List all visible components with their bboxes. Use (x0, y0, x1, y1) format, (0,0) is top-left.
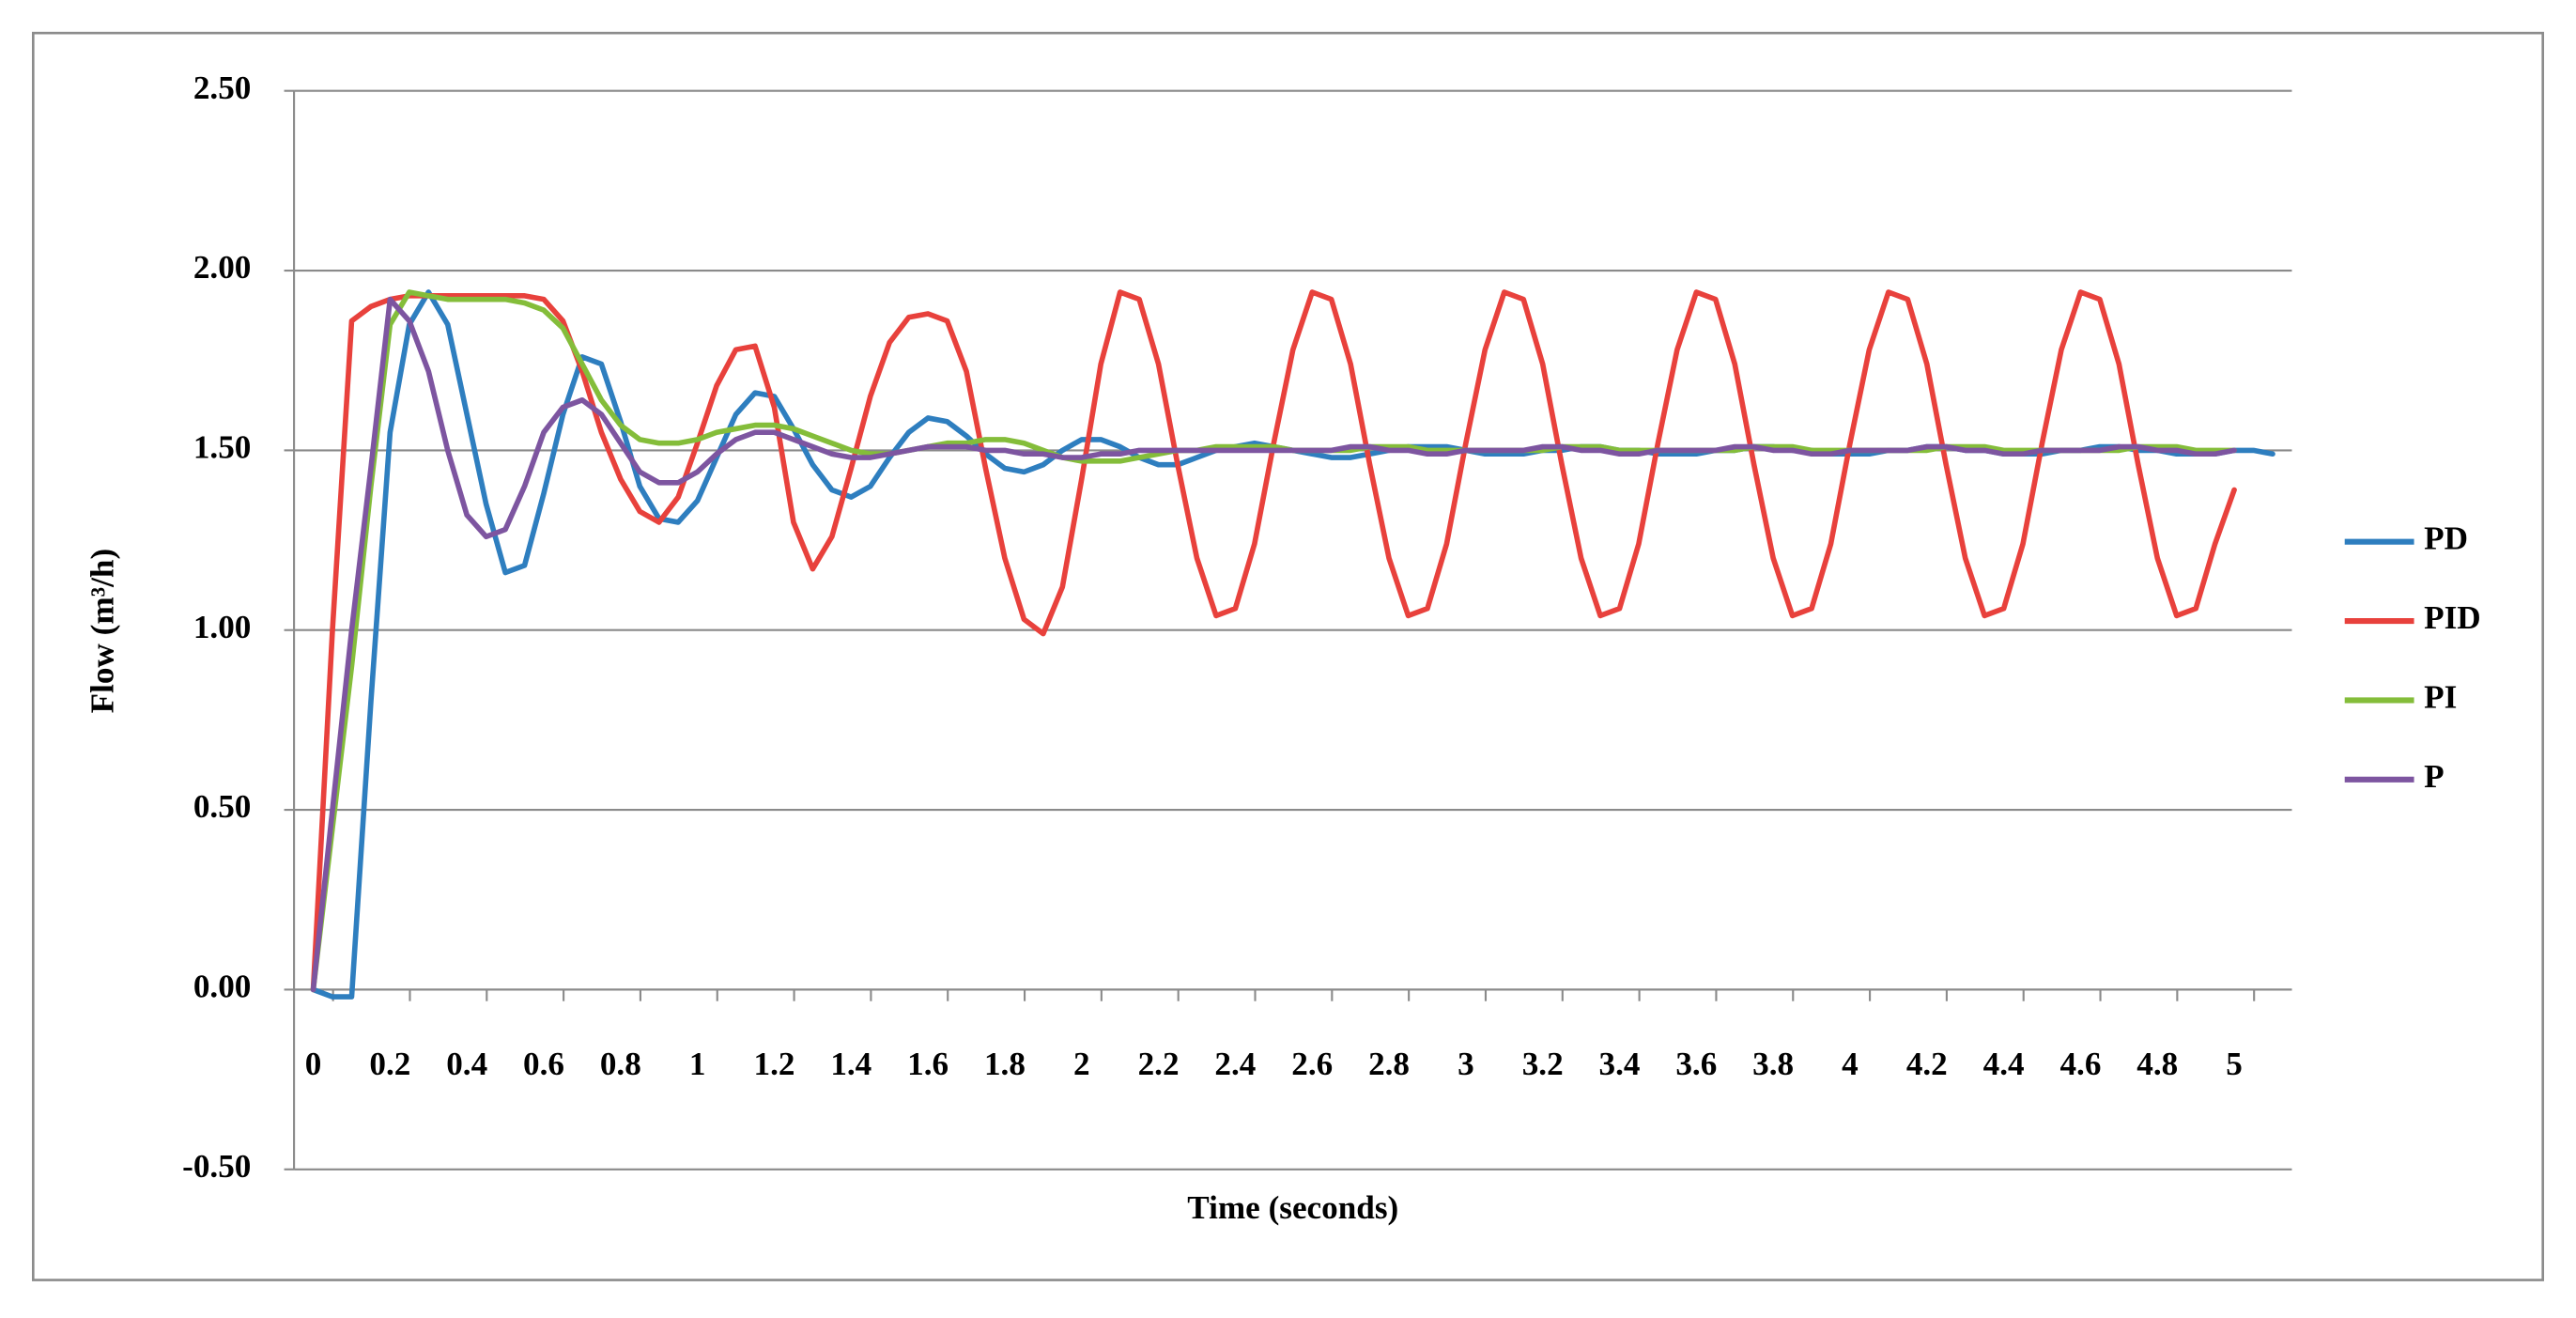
x-tick-label: 0.2 (369, 1046, 410, 1082)
x-tick-label: 1.8 (984, 1046, 1026, 1082)
x-tick-label: 1.6 (907, 1046, 949, 1082)
x-tick-label: 0.8 (600, 1046, 641, 1082)
series-line (310, 296, 2237, 993)
legend-label: PI (2424, 679, 2457, 716)
y-tick-label: 2.50 (193, 70, 252, 106)
x-tick-label: 0.4 (446, 1046, 487, 1082)
x-tick-label: 3 (1458, 1046, 1474, 1082)
x-tick-label: 2.2 (1138, 1046, 1180, 1082)
x-tick-label: 2.8 (1368, 1046, 1410, 1082)
x-tick-label: 3.6 (1675, 1046, 1717, 1082)
x-tick-label: 1.4 (830, 1046, 872, 1082)
x-tick-label: 0.6 (523, 1046, 564, 1082)
x-tick-label: 3.4 (1599, 1046, 1641, 1082)
x-tick-label: 3.2 (1522, 1046, 1564, 1082)
x-tick-label: 1.2 (754, 1046, 795, 1082)
x-tick-label: 1 (689, 1046, 706, 1082)
y-tick-label: 1.00 (193, 609, 252, 645)
x-tick-label: 4.2 (1906, 1046, 1948, 1082)
x-tick-label: 4.6 (2059, 1046, 2101, 1082)
y-axis-label: Flow (m³/h) (85, 549, 121, 714)
chart-border (31, 31, 2545, 1281)
x-tick-label: 5 (2226, 1046, 2243, 1082)
legend-label: PD (2424, 520, 2468, 557)
x-tick-label: 4 (1842, 1046, 1859, 1082)
x-tick-label: 4.8 (2136, 1046, 2178, 1082)
x-tick-label: 2 (1073, 1046, 1090, 1082)
x-tick-label: 2.4 (1214, 1046, 1256, 1082)
x-axis-label: Time (seconds) (1187, 1189, 1398, 1226)
y-tick-label: 0.00 (193, 968, 252, 1004)
y-tick-label: -0.50 (182, 1148, 251, 1185)
series-line (310, 289, 2237, 993)
x-tick-label: 3.8 (1752, 1046, 1794, 1082)
y-tick-label: 2.00 (193, 249, 252, 286)
y-tick-label: 0.50 (193, 788, 252, 825)
legend-label: P (2424, 758, 2444, 795)
y-tick-label: 1.50 (193, 428, 252, 465)
x-tick-label: 2.6 (1291, 1046, 1333, 1082)
x-tick-label: 0 (305, 1046, 322, 1082)
legend-label: PID (2424, 599, 2481, 636)
x-tick-label: 4.4 (1983, 1046, 2025, 1082)
